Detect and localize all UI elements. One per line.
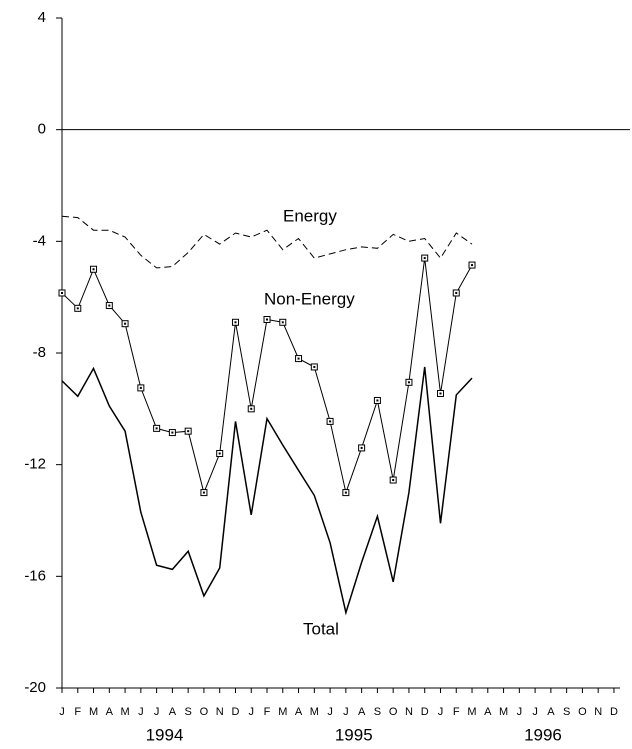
x-tick-label: D: [231, 706, 239, 718]
x-tick-label: F: [74, 706, 81, 718]
series-label: Non-Energy: [264, 289, 355, 308]
x-tick-label: J: [248, 706, 254, 718]
x-tick-label: A: [106, 706, 114, 718]
series-line: [61, 366, 473, 616]
x-tick-label: N: [405, 706, 413, 718]
marker-dot: [297, 357, 300, 360]
x-tick-label: O: [578, 706, 587, 718]
x-tick-label: N: [216, 706, 224, 718]
x-tick-label: M: [120, 706, 129, 718]
x-tick-label: A: [169, 706, 177, 718]
y-tick-label: -8: [33, 344, 46, 361]
x-tick-label: A: [295, 706, 303, 718]
x-tick-label: M: [467, 706, 476, 718]
marker-dot: [344, 491, 347, 494]
x-tick-label: M: [89, 706, 98, 718]
x-tick-label: F: [453, 706, 460, 718]
x-tick-label: O: [200, 706, 209, 718]
marker-dot: [155, 427, 158, 430]
y-tick-label: -12: [24, 456, 46, 473]
x-tick-label: S: [184, 706, 191, 718]
x-tick-label: J: [343, 706, 349, 718]
marker-dot: [439, 392, 442, 395]
x-tick-label: D: [610, 706, 618, 718]
marker-dot: [171, 431, 174, 434]
series-label: Energy: [283, 206, 337, 225]
x-tick-label: A: [358, 706, 366, 718]
x-tick-label: F: [264, 706, 271, 718]
marker-dot: [360, 446, 363, 449]
x-tick-label: S: [563, 706, 570, 718]
marker-dot: [392, 479, 395, 482]
y-tick-label: -16: [24, 567, 46, 584]
marker-dot: [61, 291, 63, 294]
marker-dot: [139, 386, 142, 389]
marker-dot: [266, 318, 269, 321]
x-tick-label: J: [517, 706, 523, 718]
marker-dot: [471, 264, 474, 267]
marker-dot: [329, 420, 332, 423]
x-tick-label: O: [389, 706, 398, 718]
year-label: 1995: [335, 725, 373, 744]
y-tick-label: -20: [24, 679, 46, 696]
marker-dot: [108, 304, 111, 307]
y-tick-label: 0: [38, 121, 46, 138]
year-label: 1996: [524, 725, 562, 744]
x-tick-label: A: [547, 706, 555, 718]
marker-dot: [92, 268, 95, 271]
x-tick-label: J: [532, 706, 538, 718]
marker-dot: [202, 491, 205, 494]
marker-dot: [281, 321, 284, 324]
marker-dot: [124, 322, 127, 325]
year-label: 1994: [146, 725, 184, 744]
x-tick-label: J: [438, 706, 444, 718]
marker-dot: [250, 407, 253, 410]
marker-dot: [218, 452, 221, 455]
x-tick-label: A: [484, 706, 492, 718]
series-line: [61, 215, 473, 269]
marker-dot: [76, 307, 79, 310]
x-tick-label: S: [374, 706, 381, 718]
x-tick-label: M: [278, 706, 287, 718]
x-tick-label: J: [327, 706, 333, 718]
x-tick-label: M: [499, 706, 508, 718]
x-tick-label: N: [594, 706, 602, 718]
marker-dot: [407, 381, 410, 384]
marker-dot: [376, 399, 379, 402]
x-tick-label: M: [310, 706, 319, 718]
x-tick-label: J: [138, 706, 144, 718]
series-label: Total: [303, 619, 339, 638]
marker-dot: [313, 365, 316, 368]
marker-dot: [187, 430, 190, 433]
marker-dot: [455, 291, 458, 294]
y-tick-label: -4: [33, 232, 46, 249]
y-tick-label: 4: [38, 9, 46, 26]
x-tick-label: J: [154, 706, 160, 718]
marker-dot: [234, 321, 237, 324]
marker-dot: [423, 257, 426, 260]
x-tick-label: J: [59, 706, 65, 718]
x-tick-label: D: [421, 706, 429, 718]
